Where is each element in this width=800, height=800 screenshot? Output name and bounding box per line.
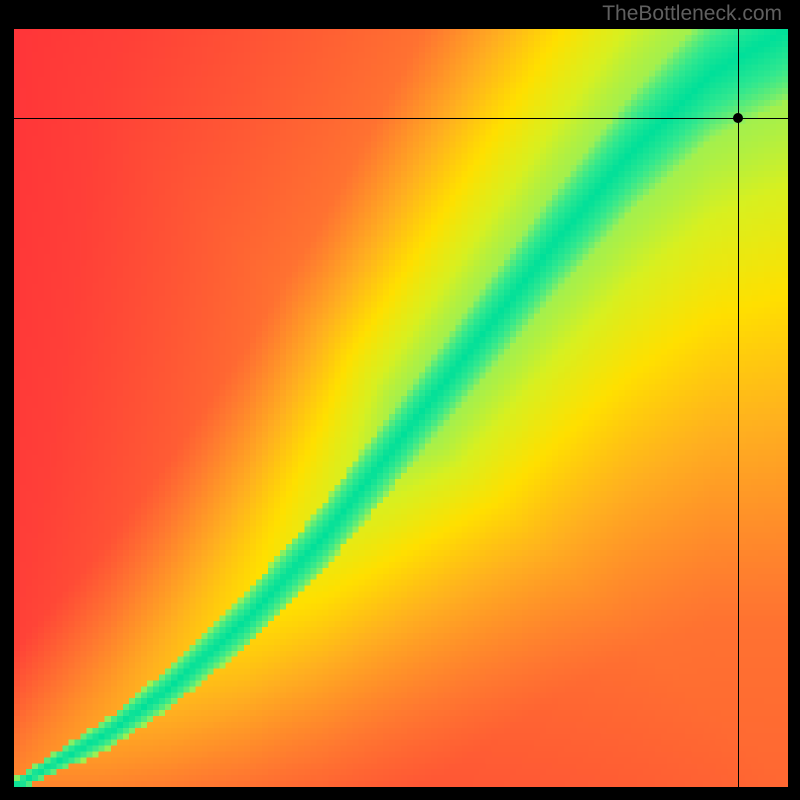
crosshair-horizontal [14, 118, 788, 119]
crosshair-vertical [738, 29, 739, 787]
watermark-text: TheBottleneck.com [602, 2, 782, 26]
heatmap-canvas [14, 29, 788, 787]
bottleneck-heatmap [14, 29, 788, 787]
crosshair-marker-dot[interactable] [733, 113, 743, 123]
